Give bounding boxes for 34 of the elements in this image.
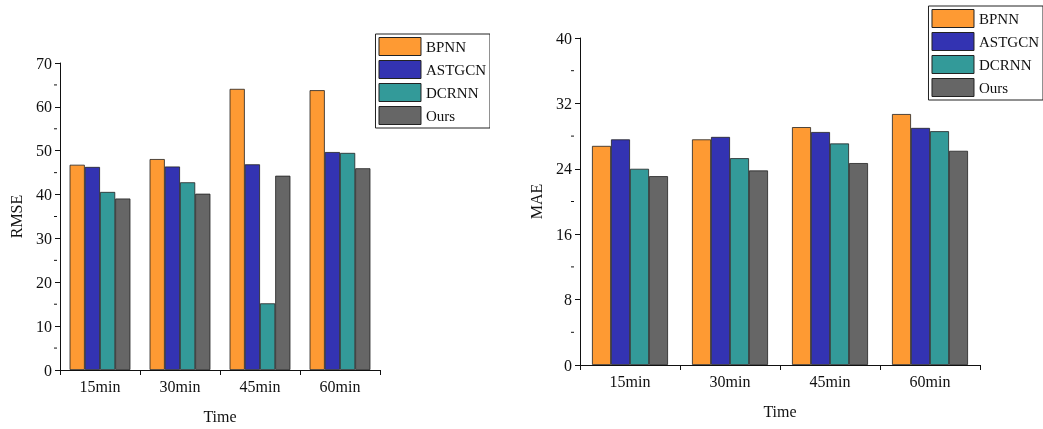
y-tick-label: 40 bbox=[556, 29, 572, 47]
y-axis-title: RMSE bbox=[7, 194, 25, 239]
x-tick-label: 30min bbox=[709, 372, 751, 390]
legend-label: Ours bbox=[425, 107, 456, 124]
x-tick-label: 15min bbox=[79, 377, 121, 395]
x-axis-title: Time bbox=[203, 407, 237, 425]
x-tick-label: 30min bbox=[159, 377, 201, 395]
y-tick-label: 40 bbox=[36, 186, 52, 204]
legend-label: BPNN bbox=[978, 10, 1020, 27]
y-tick-label: 0 bbox=[564, 356, 572, 374]
legend-label: DCRNN bbox=[425, 84, 479, 101]
y-tick-label: 16 bbox=[556, 225, 572, 243]
y-tick-label: 60 bbox=[36, 98, 52, 116]
y-axis-title: MAE bbox=[527, 183, 545, 220]
y-tick-label: 30 bbox=[36, 229, 52, 247]
x-tick-label: 45min bbox=[239, 377, 281, 395]
y-tick-label: 70 bbox=[36, 54, 52, 72]
y-tick-label: 10 bbox=[36, 317, 52, 335]
x-tick-label: 60min bbox=[909, 372, 951, 390]
legend-label: ASTGCN bbox=[425, 61, 487, 78]
legend-label: DCRNN bbox=[978, 56, 1032, 73]
x-tick-label: 45min bbox=[809, 372, 851, 390]
x-tick-label: 15min bbox=[609, 372, 651, 390]
y-tick-label: 24 bbox=[556, 160, 572, 178]
y-tick-label: 20 bbox=[36, 273, 52, 291]
y-tick-label: 50 bbox=[36, 142, 52, 160]
legend-label: Ours bbox=[978, 79, 1009, 96]
y-tick-label: 0 bbox=[44, 361, 52, 379]
legend-label: BPNN bbox=[425, 38, 467, 55]
y-tick-label: 32 bbox=[556, 94, 572, 112]
y-tick-label: 8 bbox=[564, 291, 572, 309]
x-tick-label: 60min bbox=[319, 377, 361, 395]
x-axis-title: Time bbox=[763, 402, 797, 420]
legend-label: ASTGCN bbox=[978, 33, 1040, 50]
